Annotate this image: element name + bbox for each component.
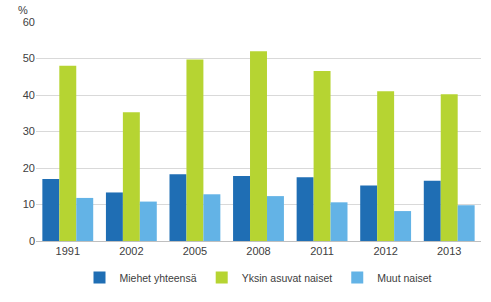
- svg-text:Muut naiset: Muut naiset: [377, 271, 431, 283]
- svg-text:0: 0: [29, 235, 35, 247]
- svg-text:2012: 2012: [373, 245, 397, 257]
- svg-text:%: %: [18, 4, 28, 16]
- svg-text:30: 30: [23, 125, 35, 137]
- svg-text:1991: 1991: [56, 245, 80, 257]
- svg-text:Miehet yhteensä: Miehet yhteensä: [120, 271, 197, 283]
- svg-text:2011: 2011: [310, 245, 334, 257]
- svg-text:40: 40: [23, 89, 35, 101]
- svg-text:2002: 2002: [119, 245, 143, 257]
- svg-text:50: 50: [23, 52, 35, 64]
- svg-text:60: 60: [23, 16, 35, 28]
- svg-text:2005: 2005: [183, 245, 207, 257]
- svg-text:10: 10: [23, 198, 35, 210]
- svg-text:20: 20: [23, 162, 35, 174]
- svg-text:2013: 2013: [437, 245, 461, 257]
- svg-text:Yksin asuvat naiset: Yksin asuvat naiset: [242, 271, 333, 283]
- svg-text:2008: 2008: [246, 245, 270, 257]
